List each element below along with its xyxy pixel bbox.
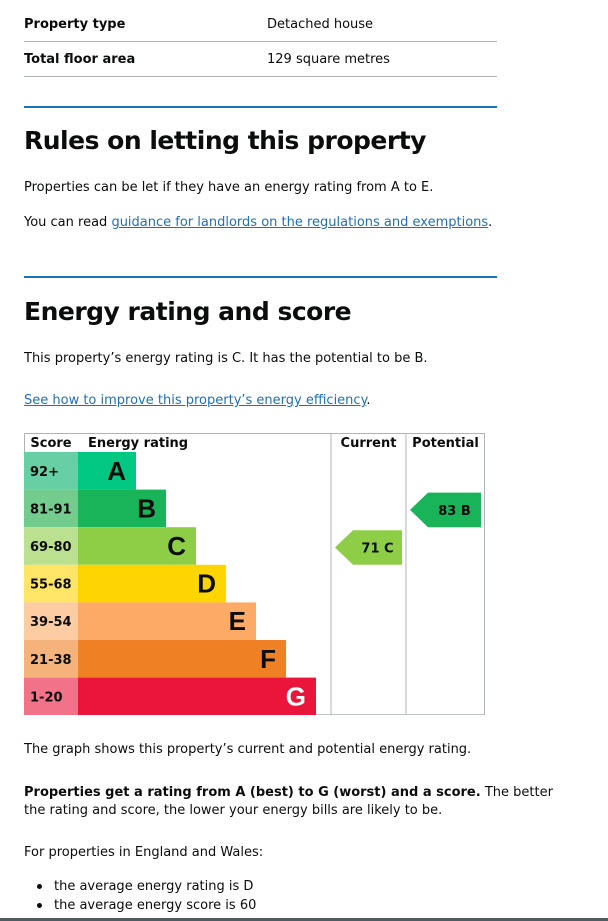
rating-bar-e [78,602,256,640]
rating-letter-e: E [229,606,246,636]
list-item: the average energy score is 60 [24,896,256,915]
improve-paragraph: See how to improve this property’s energ… [24,393,371,408]
header-energy-rating: Energy rating [88,436,188,451]
score-cell-e [24,602,78,640]
score-cell-f [24,640,78,678]
rating-bar-c [78,527,196,565]
rating-letter-a: A [107,456,126,486]
rating-letter-b: B [137,493,156,523]
scale-rest: The better [480,785,553,800]
score-cell-b [24,489,78,528]
graph-note: The graph shows this property’s current … [24,742,472,757]
scale-paragraph-line1: Properties get a rating from A (best) to… [24,785,553,800]
region-intro: For properties in England and Wales: [24,845,264,860]
guidance-prefix: You can read [24,215,112,230]
rating-bar-f [78,640,286,678]
improve-efficiency-link[interactable]: See how to improve this property’s energ… [24,393,367,408]
score-range-e: 39-54 [30,615,72,630]
header-potential: Potential [412,436,479,451]
summary-row-floor-area: Total floor area 129 square metres [24,42,497,77]
score-range-c: 69-80 [30,540,72,555]
landlord-guidance-link[interactable]: guidance for landlords on the regulation… [111,215,489,230]
score-cell-c [24,527,78,565]
summary-key: Property type [24,16,126,32]
score-cell-d [24,564,78,603]
summary-key: Total floor area [24,51,136,67]
letting-heading: Rules on letting this property [24,126,426,155]
page-bottom-edge [0,918,608,921]
letting-guidance-paragraph: You can read guidance for landlords on t… [24,215,492,230]
energy-rating-svg: Score Energy rating Current Potential 92+ A 81… [24,433,485,715]
current-rating-arrow [335,530,402,565]
energy-rating-chart: Score Energy rating Current Potential 92+ A 81… [24,433,485,715]
summary-value: 129 square metres [267,51,390,67]
score-cell-g [24,677,78,715]
rating-bar-d [78,564,226,603]
score-range-a: 92+ [30,465,59,480]
rating-letter-g: G [286,681,306,711]
guidance-suffix: . [488,215,493,230]
summary-value: Detached house [267,16,374,32]
score-cell-a [24,452,78,490]
score-range-g: 1-20 [30,690,63,705]
rating-letter-d: D [197,569,216,599]
rating-letter-c: C [167,531,186,561]
current-rating-label: 71 C [361,542,393,557]
score-range-b: 81-91 [30,502,72,517]
energy-rating-paragraph: This property’s energy rating is C. It h… [24,351,428,366]
section-divider [24,106,497,108]
scale-paragraph-line2: the rating and score, the lower your ene… [24,803,443,818]
score-range-d: 55-68 [30,578,72,593]
potential-rating-arrow [410,492,481,528]
header-score: Score [30,436,71,451]
energy-heading: Energy rating and score [24,297,352,326]
header-current: Current [341,436,397,451]
improve-suffix: . [366,393,371,408]
rating-letter-f: F [260,644,276,674]
rating-bar-b [78,489,166,528]
rating-bar-g [78,677,316,715]
scale-bold: Properties get a rating from A (best) to… [24,785,481,800]
rating-bar-a [78,452,136,490]
score-range-f: 21-38 [30,653,72,668]
summary-row-property-type: Property type Detached house [24,7,497,42]
averages-list: the average energy rating is D the avera… [24,877,256,915]
list-item: the average energy rating is D [24,877,256,896]
potential-rating-label: 83 B [438,504,471,519]
section-divider [24,276,497,278]
letting-paragraph: Properties can be let if they have an en… [24,180,434,195]
